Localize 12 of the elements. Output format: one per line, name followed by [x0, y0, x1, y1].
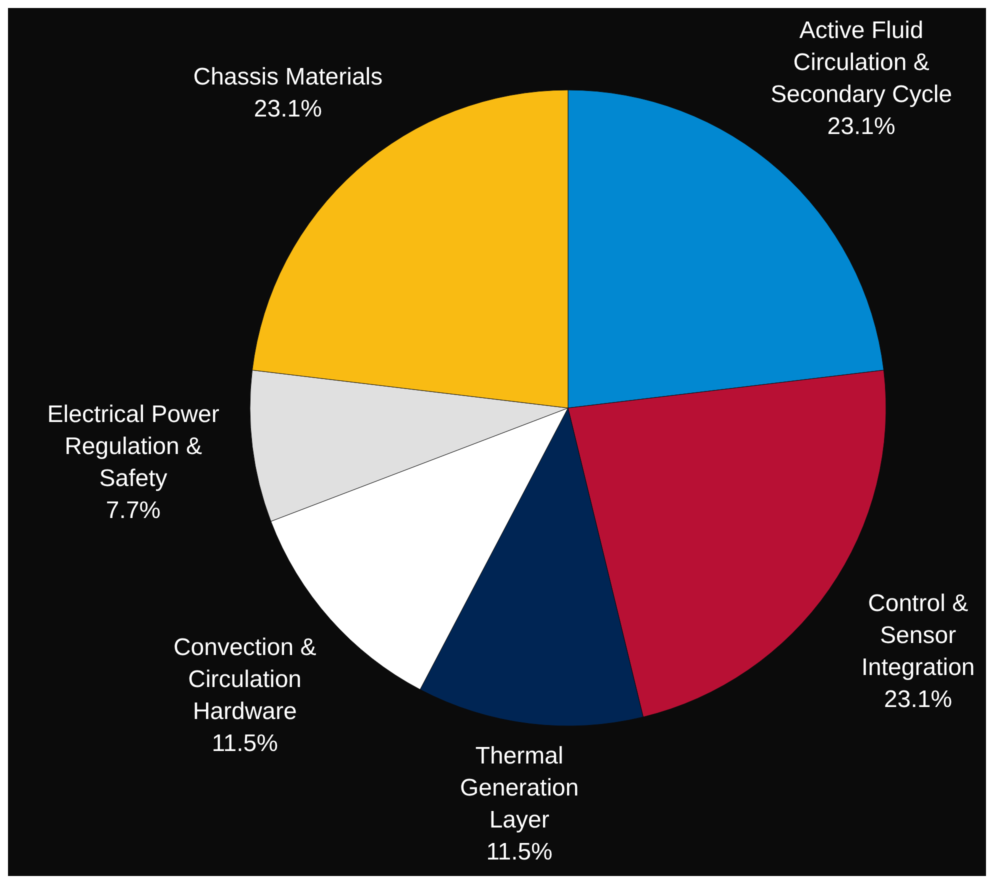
slice-label: Chassis Materials [193, 64, 383, 91]
slice-label: Active Fluid Circulation & Secondary Cycle [770, 16, 952, 108]
slice-label: Thermal Generation Layer [460, 742, 579, 834]
data-label: 7.7% [106, 496, 161, 524]
data-label: 23.1% [254, 96, 322, 123]
data-label: 11.5% [486, 838, 552, 866]
slice-label: Convection & Circulation Hardware [173, 634, 316, 726]
data-label: 11.5% [212, 730, 278, 758]
data-label: 23.1% [884, 686, 952, 714]
slice-label: Electrical Power Regulation & Safety [47, 400, 220, 492]
slice-label: Control & Sensor Integration [861, 590, 975, 682]
data-label: 23.1% [827, 112, 896, 140]
